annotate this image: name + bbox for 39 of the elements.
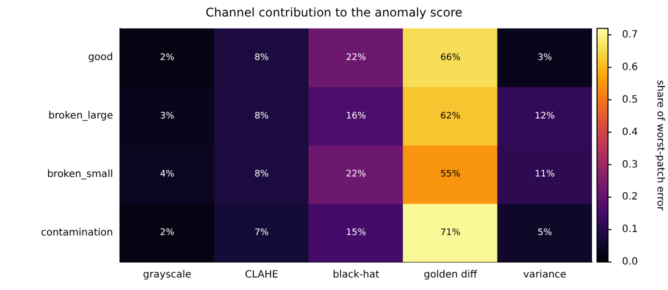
color-bar-label: 0.0 (622, 256, 638, 268)
data-label: 62% (440, 111, 461, 122)
data-label: 5% (538, 228, 552, 238)
data-label: 15% (346, 228, 366, 238)
y-tick-label: contamination (40, 227, 113, 238)
data-label: 8% (254, 170, 270, 180)
color-bar-label: 0.3 (622, 159, 638, 170)
data-label: 55% (440, 170, 461, 180)
color-bar-label: 0.7 (622, 29, 638, 40)
color-bar-label: 0.2 (622, 192, 638, 203)
x-tick-label: golden diff (424, 270, 478, 281)
data-label: 11% (534, 170, 556, 180)
data-label: 3% (538, 52, 552, 63)
data-label: 2% (160, 228, 175, 238)
y-tick-label: good (88, 52, 113, 64)
color-bar-label: 0.4 (622, 126, 638, 138)
chart-title: Channel contribution to the anomaly score (206, 5, 462, 20)
data-label: 2% (160, 52, 175, 63)
data-label: 7% (254, 228, 270, 238)
data-label: 3% (160, 111, 175, 122)
x-tick-label: CLAHE (244, 270, 278, 281)
color-bar-label: 0.1 (622, 224, 638, 236)
x-tick-label: variance (523, 270, 566, 281)
x-tick-label: grayscale (143, 270, 192, 281)
color-bar-label: 0.6 (622, 62, 638, 73)
data-label: 22% (346, 170, 366, 180)
color-bar-title: share of worst-patch error (654, 80, 666, 212)
x-tick-label: black-hat (332, 270, 380, 281)
data-label: 22% (346, 52, 366, 63)
data-label: 12% (534, 111, 556, 122)
y-tick-label: broken_large (48, 110, 113, 122)
data-label: 16% (346, 111, 366, 122)
data-label: 8% (254, 52, 270, 63)
data-label: 8% (254, 111, 270, 122)
data-label: 66% (440, 52, 461, 63)
data-label: 71% (440, 228, 461, 238)
y-tick-label: broken_small (47, 168, 113, 180)
color-bar-label: 0.5 (622, 94, 638, 106)
data-label: 4% (160, 170, 175, 180)
